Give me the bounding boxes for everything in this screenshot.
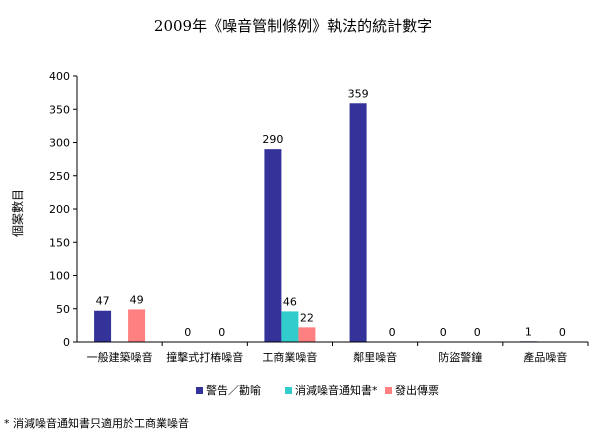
- legend-swatch: [285, 387, 292, 394]
- bar: [281, 311, 299, 342]
- y-tick-label: 100: [49, 270, 70, 283]
- chart-title: 2009年《噪音管制條例》執法的統計數字: [154, 17, 432, 35]
- y-axis-ticks: 0 50 100 150 200 250 300 350 400: [49, 70, 77, 349]
- y-axis-label: 個案數目: [10, 189, 25, 237]
- data-label: 46: [283, 295, 297, 308]
- bar: [349, 103, 367, 342]
- data-label: 0: [389, 326, 396, 339]
- bar: [128, 309, 146, 342]
- legend: 警告／勸喻 消減噪音通知書* 發出傳票: [196, 383, 439, 397]
- x-axis-categories: 一般建築噪音 撞擊式打樁噪音 工商業噪音 鄰里噪音 防盜警鐘 產品噪音: [87, 342, 589, 364]
- data-label: 49: [130, 293, 144, 306]
- y-tick-label: 0: [63, 336, 70, 349]
- footnote: * 消減噪音通知書只適用於工商業噪音: [4, 416, 189, 430]
- data-label: 0: [559, 326, 566, 339]
- y-tick-label: 250: [49, 170, 70, 183]
- legend-label: 消減噪音通知書*: [295, 383, 378, 397]
- bar: [264, 149, 282, 342]
- x-category-label: 一般建築噪音: [87, 350, 153, 364]
- data-label: 22: [300, 311, 314, 324]
- x-category-label: 工商業噪音: [262, 350, 317, 364]
- y-tick-label: 50: [56, 303, 70, 316]
- y-tick-label: 300: [49, 137, 70, 150]
- y-tick-label: 350: [49, 103, 70, 116]
- legend-label: 警告／勸喻: [206, 383, 261, 397]
- data-label: 47: [96, 295, 110, 308]
- x-category-label: 鄰里噪音: [353, 350, 397, 364]
- y-tick-label: 150: [49, 236, 70, 249]
- legend-swatch: [196, 387, 203, 394]
- x-category-label: 產品噪音: [523, 350, 567, 364]
- data-label: 0: [474, 326, 481, 339]
- data-label: 0: [440, 326, 447, 339]
- x-category-label: 防盜警鐘: [438, 350, 482, 364]
- bar: [298, 327, 316, 342]
- data-label: 359: [348, 87, 369, 100]
- bars: [94, 103, 537, 342]
- data-label: 0: [184, 326, 191, 339]
- y-tick-label: 400: [49, 70, 70, 83]
- legend-swatch: [385, 387, 392, 394]
- x-category-label: 撞擊式打樁噪音: [166, 350, 243, 364]
- data-label: 0: [218, 326, 225, 339]
- bar: [94, 310, 112, 342]
- data-label: 290: [262, 133, 283, 146]
- y-tick-label: 200: [49, 203, 70, 216]
- legend-label: 發出傳票: [395, 383, 439, 397]
- data-label: 1: [525, 325, 532, 338]
